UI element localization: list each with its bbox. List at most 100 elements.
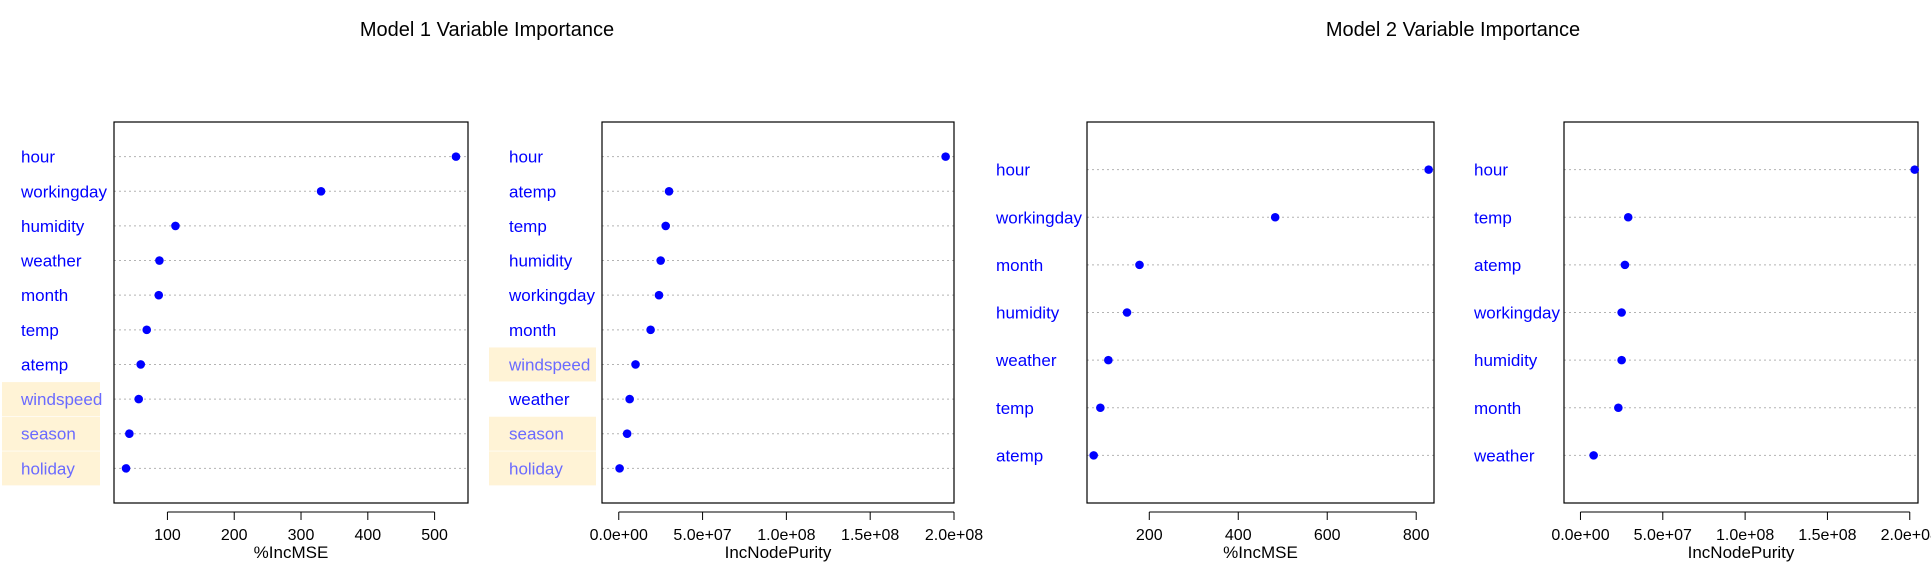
category-label: weather <box>20 252 82 271</box>
x-tick-label: 5.0e+07 <box>1634 527 1692 544</box>
data-point <box>661 221 670 231</box>
data-point <box>155 256 164 265</box>
category-label: windspeed <box>508 355 590 374</box>
data-point <box>1620 260 1630 270</box>
x-tick-label: 1.0e+08 <box>1716 527 1774 544</box>
data-point <box>1424 165 1433 174</box>
chart-panel-4: hour temp atemp workingday humidity month weat… <box>1473 121 1931 562</box>
category-label: weather <box>995 351 1057 370</box>
category-label: month <box>21 286 68 305</box>
x-tick-label: 400 <box>1225 527 1252 544</box>
highlight-band <box>489 451 596 486</box>
category-label: month <box>996 256 1043 275</box>
data-point <box>1104 355 1113 365</box>
x-tick-label: 0.0e+00 <box>590 527 648 544</box>
plot-frame <box>1086 121 1435 504</box>
highlight-band <box>2 416 100 451</box>
x-tick-label: 1.5e+08 <box>841 527 899 544</box>
data-point <box>625 394 634 404</box>
x-axis-label: IncNodePurity <box>1688 543 1795 562</box>
x-tick-label: 2.0e+08 <box>925 527 983 544</box>
category-label: temp <box>996 399 1034 418</box>
data-point <box>1617 355 1626 365</box>
data-point <box>1270 212 1280 222</box>
x-axis-label: %IncMSE <box>254 543 329 562</box>
data-point <box>654 290 664 300</box>
category-label: workingday <box>1473 304 1560 323</box>
x-tick-label: 500 <box>421 527 448 544</box>
x-tick-label: 100 <box>154 527 181 544</box>
category-label: humidity <box>21 217 85 236</box>
category-label: month <box>509 321 556 340</box>
category-label: holiday <box>509 459 563 478</box>
data-point <box>154 290 164 300</box>
chart-panel-3: hour workingday month humidity weather temp at… <box>995 121 1435 562</box>
x-tick-label: 0.0e+00 <box>1551 527 1609 544</box>
category-label: humidity <box>509 252 573 271</box>
data-point <box>136 360 146 369</box>
data-point <box>656 256 665 265</box>
category-label: weather <box>1473 446 1535 465</box>
x-tick-label: 200 <box>221 527 248 544</box>
data-point <box>142 325 152 335</box>
data-point <box>1135 260 1144 270</box>
plot-frame <box>601 121 955 504</box>
category-label: atemp <box>1474 256 1521 275</box>
category-label: humidity <box>996 304 1060 323</box>
x-tick-label: 600 <box>1314 527 1341 544</box>
x-tick-label: 1.5e+08 <box>1798 527 1856 544</box>
category-label: workingday <box>508 286 595 305</box>
highlight-band <box>2 382 100 417</box>
data-point <box>316 186 326 196</box>
model-2-title: Model 2 Variable Importance <box>1326 19 1580 41</box>
data-point <box>1617 308 1626 317</box>
data-point <box>631 360 640 369</box>
data-point <box>451 152 461 161</box>
category-label: temp <box>1474 208 1512 227</box>
data-point <box>646 325 655 335</box>
category-label: atemp <box>509 182 556 201</box>
data-point <box>134 394 144 404</box>
category-label: atemp <box>996 446 1043 465</box>
data-point <box>125 429 134 439</box>
category-label: workingday <box>20 182 107 201</box>
x-tick-label: 400 <box>354 527 381 544</box>
highlight-band <box>489 416 596 451</box>
x-tick-label: 300 <box>288 527 315 544</box>
category-label: humidity <box>1474 351 1538 370</box>
category-label: hour <box>509 148 543 167</box>
data-point <box>1089 451 1098 460</box>
data-point <box>622 429 632 439</box>
data-point <box>171 221 180 231</box>
category-label: windspeed <box>20 390 102 409</box>
data-point <box>121 464 131 473</box>
data-point <box>941 152 950 161</box>
chart-panel-1: hour workingday humidity weather month temp at… <box>2 121 469 562</box>
x-axis-label: %IncMSE <box>1223 543 1298 562</box>
category-label: hour <box>996 161 1030 180</box>
category-label: season <box>509 425 564 444</box>
x-tick-label: 2.0e+08 <box>1881 527 1931 544</box>
x-tick-label: 1.0e+08 <box>757 527 815 544</box>
plot-frame <box>113 121 469 504</box>
highlight-band <box>2 451 100 486</box>
model-1-title: Model 1 Variable Importance <box>360 19 614 41</box>
category-label: season <box>21 425 76 444</box>
x-axis-label: IncNodePurity <box>725 543 832 562</box>
data-point <box>1096 403 1105 413</box>
category-label: atemp <box>21 355 68 374</box>
category-label: weather <box>508 390 570 409</box>
category-label: temp <box>21 321 59 340</box>
category-label: hour <box>1474 161 1508 180</box>
category-label: hour <box>21 148 55 167</box>
chart-panel-2: hour atemp temp humidity workingday month wind… <box>489 121 983 562</box>
data-point <box>1623 212 1633 222</box>
plot-frame <box>1563 121 1919 504</box>
x-tick-label: 800 <box>1403 527 1430 544</box>
data-point <box>664 186 674 196</box>
data-point <box>1589 451 1598 460</box>
category-label: temp <box>509 217 547 236</box>
category-label: month <box>1474 399 1521 418</box>
data-point <box>615 464 624 473</box>
